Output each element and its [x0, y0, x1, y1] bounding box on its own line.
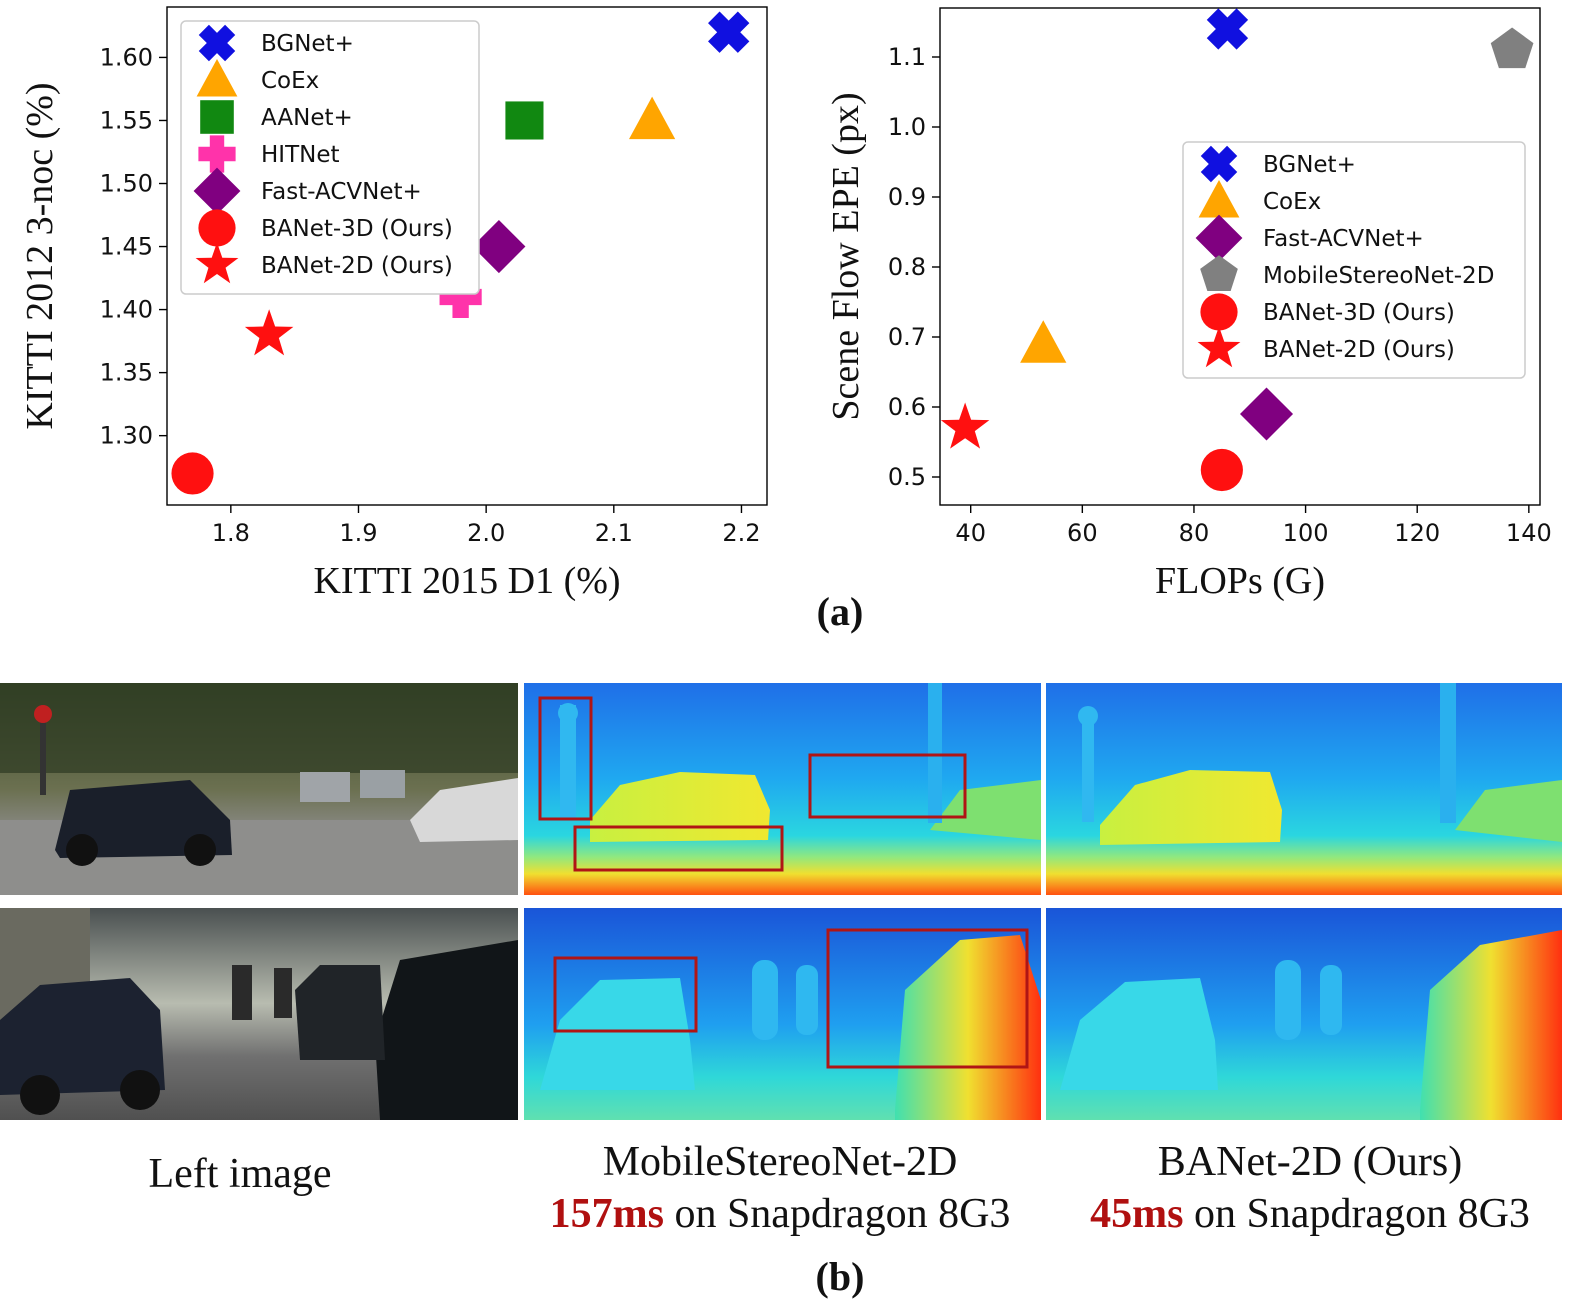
legend-label-banet-2d-ours: BANet-2D (Ours)	[1263, 337, 1455, 363]
y-tick-label: 1.35	[100, 359, 153, 387]
y-tick-label: 0.6	[888, 393, 926, 421]
x-axis-label: FLOPs (G)	[1155, 560, 1325, 602]
y-tick-label: 1.50	[100, 170, 153, 198]
legend-label-fast-acvnet: Fast-ACVNet+	[1263, 226, 1424, 252]
x-tick-label: 140	[1506, 519, 1552, 547]
legend-marker-fast-acvnet	[193, 167, 241, 215]
legend-label-banet-3d-ours: BANet-3D (Ours)	[1263, 300, 1455, 326]
legend-label-aanet: AANet+	[261, 105, 353, 131]
legend: BGNet+ CoEx Fast-ACVNet+ MobileStereoNet-2D…	[1182, 141, 1526, 379]
depth-mobilestereo-bottom	[524, 908, 1041, 1120]
point-fast-acvnet	[1239, 387, 1294, 441]
x-axis-label: KITTI 2015 D1 (%)	[313, 560, 620, 602]
caption-left-image: Left image	[148, 1151, 332, 1197]
legend-marker-fast-acvnet	[1195, 214, 1243, 262]
point-banet-2d-ours	[940, 402, 990, 449]
legend-marker-hitnet	[198, 135, 236, 173]
mobilestereo-time: 157ms	[549, 1191, 664, 1237]
legend-marker-coex	[1198, 180, 1240, 218]
caption-banet-name: BANet-2D (Ours)	[1157, 1139, 1463, 1185]
x-tick-label: 40	[955, 519, 986, 547]
point-coex	[1020, 320, 1067, 363]
legend-label-coex: CoEx	[261, 68, 319, 94]
plot-frame	[166, 6, 768, 506]
x-tick-label: 2.1	[595, 519, 633, 547]
legend-marker-banet-3d-ours	[1200, 293, 1238, 331]
x-tick-label: 100	[1283, 519, 1329, 547]
legend-label-banet-2d-ours: BANet-2D (Ours)	[261, 253, 453, 279]
point-bgnet	[708, 11, 750, 53]
x-tick-label: 2.0	[467, 519, 505, 547]
y-tick-label: 1.45	[100, 233, 153, 261]
left-image-bottom	[0, 908, 518, 1120]
caption-banet: BANet-2D (Ours) 45ms on Snapdragon 8G3	[1040, 1136, 1578, 1240]
banet-time: 45ms	[1090, 1191, 1184, 1237]
point-coex	[628, 96, 676, 140]
y-tick-label: 0.5	[888, 463, 926, 491]
caption-b: (b)	[815, 1254, 865, 1299]
banet-device: on Snapdragon 8G3	[1183, 1191, 1530, 1237]
legend-label-bgnet: BGNet+	[261, 31, 354, 57]
x-tick-label: 2.2	[722, 519, 760, 547]
legend-marker-banet-3d-ours	[198, 209, 236, 247]
legend-marker-coex	[196, 59, 238, 97]
chart-sceneflow: 40 60 80 100 120 140 0.5 0.6 0.7 0.8 0.9 1.0 1.1 FLOP…	[825, 7, 1552, 602]
legend-marker-bgnet	[1200, 145, 1238, 183]
y-tick-label: 0.7	[888, 323, 926, 351]
y-tick-label: 1.1	[888, 43, 926, 71]
point-aanet	[505, 101, 544, 140]
left-image-top	[0, 683, 518, 895]
legend-label-fast-acvnet: Fast-ACVNet+	[261, 179, 422, 205]
y-tick-label: 1.40	[100, 296, 153, 324]
x-tick-label: 60	[1067, 519, 1098, 547]
depth-banet-top	[1046, 683, 1562, 895]
y-axis-label: Scene Flow EPE (px)	[825, 92, 867, 420]
legend: BGNet+ CoEx AANet+ HITNet Fast-ACVNet+ BANet-…	[180, 20, 480, 295]
x-tick-label: 1.8	[212, 519, 250, 547]
x-tick-label: 120	[1394, 519, 1440, 547]
caption-banet-timing: 45ms on Snapdragon 8G3	[1040, 1188, 1578, 1240]
legend-marker-bgnet	[198, 24, 236, 62]
caption-mobilestereo-timing: 157ms on Snapdragon 8G3	[515, 1188, 1045, 1240]
mobilestereo-device: on Snapdragon 8G3	[663, 1191, 1011, 1237]
legend-label-mobilestereonet-2d: MobileStereoNet-2D	[1263, 263, 1494, 289]
depth-mobilestereo-top	[524, 683, 1041, 895]
legend-box	[1182, 141, 1526, 379]
point-hitnet	[439, 275, 482, 319]
y-tick-label: 0.9	[888, 183, 926, 211]
legend-label-coex: CoEx	[1263, 189, 1321, 215]
caption-a: (a)	[816, 589, 864, 634]
point-banet-2d-ours	[244, 309, 294, 356]
legend-marker-banet-2d-ours	[1197, 326, 1241, 368]
legend-marker-aanet	[200, 100, 234, 134]
legend-marker-banet-2d-ours	[195, 242, 239, 284]
y-tick-label: 1.0	[888, 113, 926, 141]
point-bgnet	[1206, 8, 1249, 50]
y-tick-label: 0.8	[888, 253, 926, 281]
caption-mobilestereo: MobileStereoNet-2D 157ms on Snapdragon 8…	[515, 1136, 1045, 1240]
chart-kitti: 1.8 1.9 2.0 2.1 2.2 1.30 1.35 1.40 1.45 1.50 1.55 1…	[19, 6, 768, 602]
legend-box	[180, 20, 480, 295]
plot-frame	[939, 7, 1541, 506]
legend-marker-mobilestereonet-2d	[1200, 255, 1238, 292]
point-banet-3d-ours	[1200, 448, 1243, 492]
legend-label-hitnet: HITNet	[261, 142, 340, 168]
y-tick-label: 1.60	[100, 43, 153, 71]
point-fast-acvnet	[472, 220, 526, 274]
point-mobilestereonet-2d	[1490, 27, 1534, 69]
point-banet-3d-ours	[171, 452, 214, 495]
y-tick-label: 1.30	[100, 422, 153, 450]
caption-mobilestereo-name: MobileStereoNet-2D	[602, 1139, 958, 1185]
y-axis-label: KITTI 2012 3-noc (%)	[19, 82, 61, 429]
x-tick-label: 80	[1179, 519, 1210, 547]
depth-banet-bottom	[1046, 908, 1562, 1120]
x-tick-label: 1.9	[339, 519, 377, 547]
legend-label-banet-3d-ours: BANet-3D (Ours)	[261, 216, 453, 242]
legend-label-bgnet: BGNet+	[1263, 152, 1356, 178]
y-tick-label: 1.55	[100, 106, 153, 134]
